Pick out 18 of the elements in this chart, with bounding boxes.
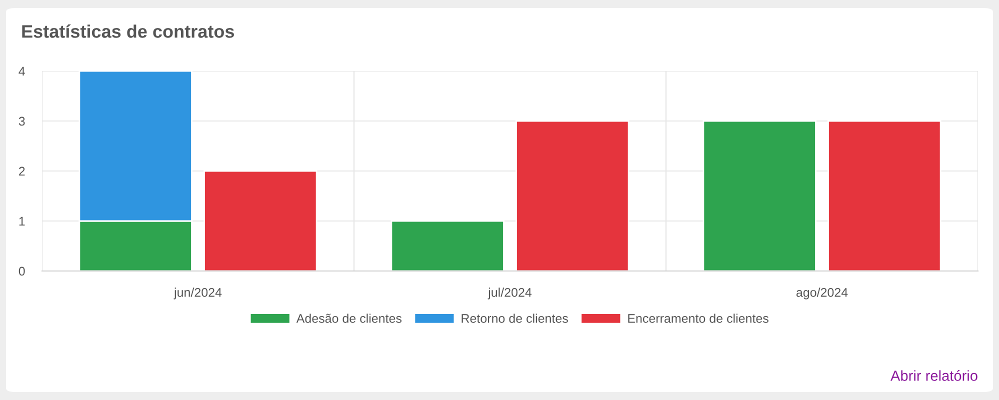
text: Abrir relatório <box>890 370 978 381</box>
bar <box>390 220 504 271</box>
y-tick-label: 4 <box>18 66 25 76</box>
bar <box>516 120 630 271</box>
x-tick-label: jul/2024 <box>488 288 532 300</box>
y-tick-label: 0 <box>18 266 25 276</box>
x-tick-label: ago/2024 <box>796 288 848 300</box>
legend-label: Adesão de clientes <box>296 314 402 323</box>
y-tick-label: 3 <box>18 116 25 126</box>
bar <box>702 120 816 271</box>
bar <box>828 120 942 271</box>
y-tick-label: 2 <box>19 166 25 176</box>
legend-label: Retorno de clientes <box>462 314 568 323</box>
chart-title: Estatísticas de contratos <box>22 24 234 38</box>
bar <box>204 170 318 271</box>
x-tick-label: jun/2024 <box>174 288 222 300</box>
legend-label: Encerramento de clientes <box>628 314 768 323</box>
y-tick-label: 1 <box>19 216 25 226</box>
